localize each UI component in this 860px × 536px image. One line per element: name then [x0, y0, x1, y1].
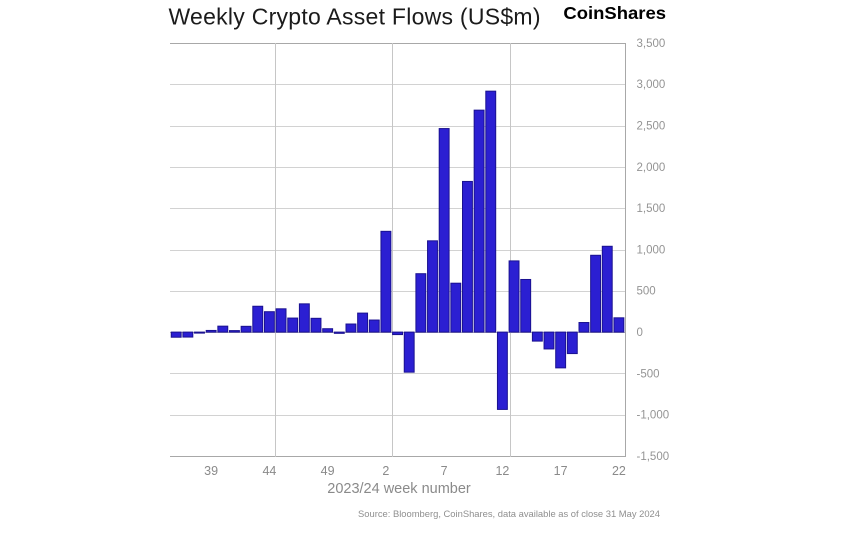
svg-text:-1,000: -1,000 [637, 410, 670, 422]
svg-text:1,000: 1,000 [637, 244, 666, 256]
svg-text:-500: -500 [637, 368, 660, 380]
svg-text:44: 44 [262, 464, 276, 478]
svg-text:7: 7 [441, 464, 448, 478]
svg-text:2023/24 week number: 2023/24 week number [327, 481, 471, 497]
svg-text:39: 39 [204, 464, 218, 478]
svg-text:2: 2 [382, 464, 389, 478]
svg-text:CoinShares: CoinShares [563, 3, 666, 23]
svg-text:12: 12 [495, 464, 509, 478]
svg-text:0: 0 [637, 327, 643, 339]
svg-text:500: 500 [637, 286, 656, 298]
svg-text:22: 22 [612, 464, 626, 478]
svg-text:3,000: 3,000 [637, 79, 666, 91]
svg-text:2,500: 2,500 [637, 121, 666, 133]
svg-text:3,500: 3,500 [637, 38, 666, 50]
svg-text:Source: Bloomberg, CoinShares,: Source: Bloomberg, CoinShares, data avai… [358, 509, 660, 519]
svg-text:-1,500: -1,500 [637, 451, 670, 463]
svg-text:49: 49 [321, 464, 335, 478]
svg-text:1,500: 1,500 [637, 203, 666, 215]
svg-text:17: 17 [554, 464, 568, 478]
svg-text:2,000: 2,000 [637, 162, 666, 174]
svg-text:Weekly Crypto Asset Flows (US$: Weekly Crypto Asset Flows (US$m) [169, 3, 541, 29]
